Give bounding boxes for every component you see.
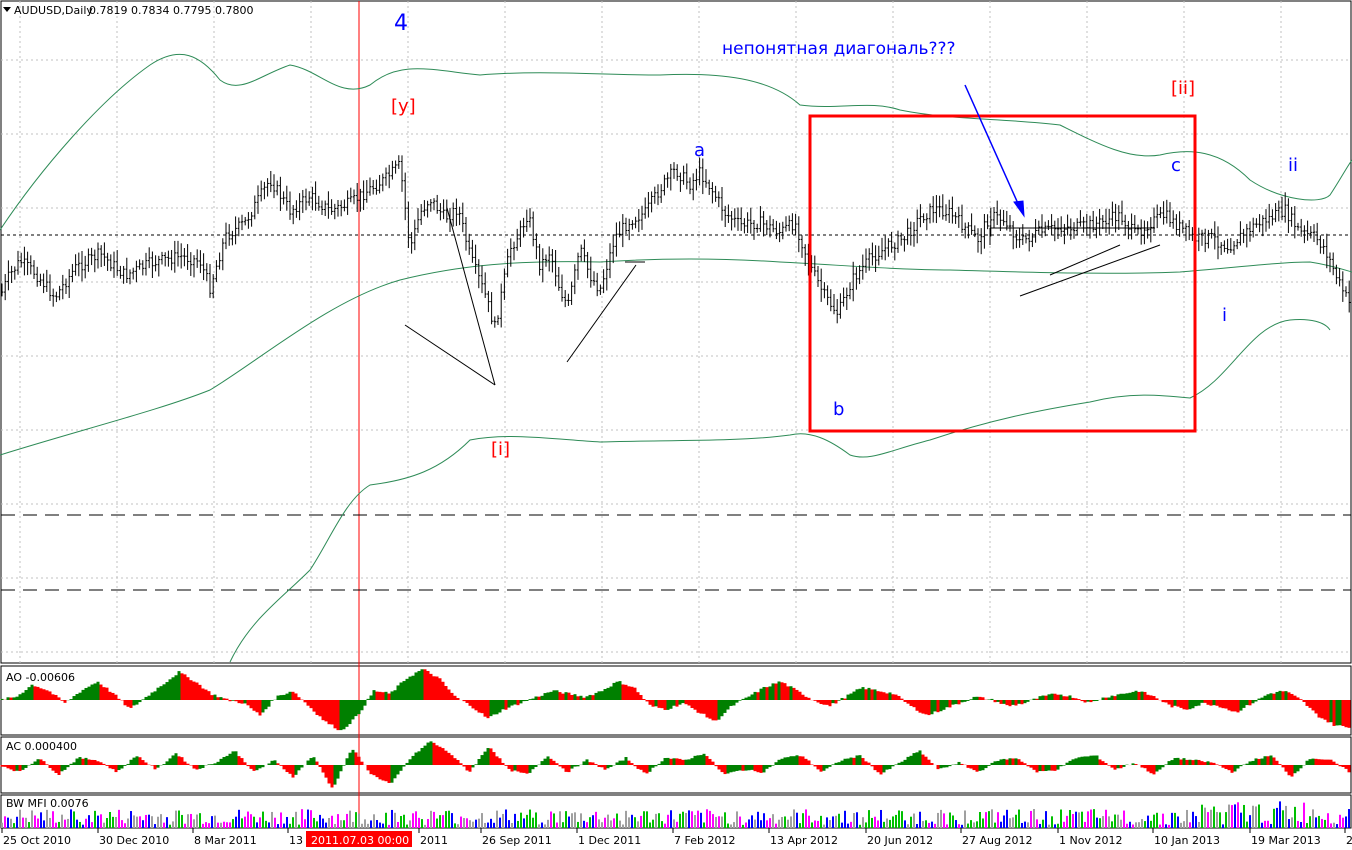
time-tick-label: 30 Dec 2010 xyxy=(99,834,169,847)
trendline xyxy=(1019,244,1161,297)
envelope-bands xyxy=(0,53,1352,663)
wave-label-i-blue: i xyxy=(1222,305,1227,326)
price-candles xyxy=(0,155,1351,328)
time-tick-label: 19 Mar 2013 xyxy=(1251,834,1321,847)
time-tick-label: 13 Apr 2012 xyxy=(770,834,838,847)
drawing-objects xyxy=(404,84,1197,433)
annotation-arrow-head xyxy=(1013,200,1025,218)
panel-frame xyxy=(0,0,1352,664)
time-cursor-label: 2011.07.03 00:00 xyxy=(311,834,409,847)
envelope-line xyxy=(0,53,1352,231)
time-cursor-badge xyxy=(306,831,412,847)
wave-label-y: [y] xyxy=(391,96,416,117)
chart-text: AUDUSD,Daily 0.7819 0.7834 0.7795 0.7800… xyxy=(3,4,1298,810)
trendline xyxy=(566,264,637,363)
symbol-dropdown-icon[interactable] xyxy=(3,7,11,12)
time-tick-label: 20 Jun 2012 xyxy=(867,834,933,847)
ohlc-values: 0.7819 0.7834 0.7795 0.7800 xyxy=(89,4,253,17)
time-tick-label: 2 xyxy=(1346,834,1352,847)
time-tick-label: 2011 xyxy=(420,834,448,847)
time-tick-label: 1 Dec 2011 xyxy=(578,834,641,847)
wave-label-4: 4 xyxy=(394,11,408,36)
annotation-text: непонятная диагональ??? xyxy=(722,39,956,59)
wave-label-b: b xyxy=(833,399,844,420)
symbol-label: AUDUSD,Daily xyxy=(14,4,93,17)
time-tick-label: 1 Nov 2012 xyxy=(1059,834,1122,847)
time-axis: 25 Oct 2010 30 Dec 2010 8 Mar 2011 13 2011.0… xyxy=(1,828,1352,847)
wave-label-ii-red: [ii] xyxy=(1171,78,1195,99)
envelope-line xyxy=(0,258,1352,456)
highlight-box xyxy=(808,114,1197,433)
ac-histogram xyxy=(0,741,1351,788)
wave-label-c: c xyxy=(1171,155,1181,176)
time-tick-label: 8 Mar 2011 xyxy=(194,834,257,847)
annotation-arrow-shaft xyxy=(964,84,1021,209)
time-tick-label: 7 Feb 2012 xyxy=(674,834,735,847)
trendline xyxy=(446,207,496,386)
ao-label: AO -0.00606 xyxy=(6,671,75,684)
ac-label: AC 0.000400 xyxy=(6,740,77,753)
time-tick-label: 13 xyxy=(289,834,303,847)
time-tick-label: 10 Jan 2013 xyxy=(1154,834,1220,847)
time-tick-label: 27 Aug 2012 xyxy=(962,834,1032,847)
mfi-histogram xyxy=(1,801,1350,828)
time-tick-label: 25 Oct 2010 xyxy=(3,834,71,847)
time-tick-label: 26 Sep 2011 xyxy=(482,834,552,847)
envelope-line xyxy=(229,319,1331,663)
wave-label-a: a xyxy=(694,140,705,161)
wave-label-i-red: [i] xyxy=(491,439,510,460)
ao-histogram xyxy=(0,669,1351,731)
wave-label-ii-blue: ii xyxy=(1288,155,1298,176)
trendline xyxy=(1049,244,1121,276)
panel-frame xyxy=(0,665,1352,736)
mfi-label: BW MFI 0.0076 xyxy=(6,797,89,810)
trendline xyxy=(404,324,496,386)
